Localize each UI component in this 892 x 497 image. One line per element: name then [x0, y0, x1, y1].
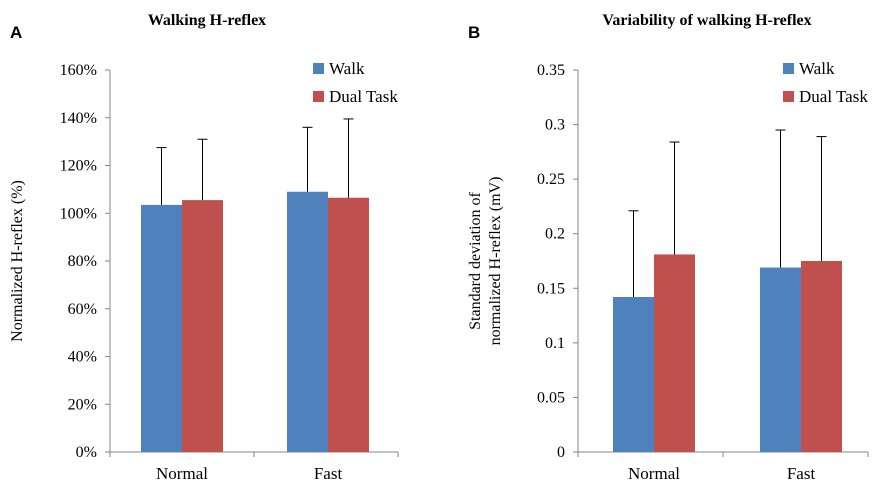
bar-dual-task-fast	[328, 197, 369, 452]
y-tick-label: 0.3	[545, 117, 565, 134]
bar-dual-task-normal	[654, 254, 695, 452]
bar-dual-task-normal	[182, 200, 223, 452]
y-tick-label: 0.25	[537, 171, 565, 188]
y-tick-label: 160%	[60, 62, 97, 79]
legend-swatch	[313, 63, 324, 74]
y-axis-label-line: Normalized H-reflex (%)	[9, 180, 26, 342]
x-category-label: Fast	[314, 464, 343, 483]
legend-label: Walk	[799, 59, 835, 78]
y-tick-label: 0.1	[545, 335, 565, 352]
legend-swatch	[783, 91, 794, 102]
y-axis-label-line: normalized H-reflex (mV)	[487, 177, 504, 346]
bar-walk-normal	[613, 297, 654, 452]
x-category-label: Normal	[156, 464, 208, 483]
legend-label: Dual Task	[799, 87, 868, 106]
legend-label: Walk	[329, 59, 365, 78]
chart-title: Walking H-reflex	[148, 12, 266, 29]
y-axis-label-line: Standard deviation of	[467, 191, 484, 329]
y-tick-label: 0.05	[537, 389, 565, 406]
chart-panel-a: A Walking H-reflex Normalized H-reflex (%)…	[9, 12, 399, 483]
y-tick-label: 100%	[60, 205, 97, 222]
y-tick-label: 0.35	[537, 62, 565, 79]
y-tick-label: 0%	[76, 444, 97, 461]
legend-swatch	[783, 63, 794, 74]
y-tick-label: 0	[557, 444, 565, 461]
x-category-label: Normal	[628, 464, 680, 483]
y-tick-label: 0.15	[537, 280, 565, 297]
bar-dual-task-fast	[801, 261, 842, 452]
y-tick-label: 120%	[60, 158, 97, 175]
y-tick-label: 60%	[68, 301, 97, 318]
y-tick-label: 0.2	[545, 226, 565, 243]
bar-walk-fast	[287, 191, 328, 452]
bar-walk-fast	[760, 267, 801, 452]
y-axis-label: Standard deviation of normalized H-reflex…	[467, 177, 504, 346]
y-tick-label: 20%	[68, 396, 97, 413]
bar-walk-normal	[141, 204, 182, 452]
legend-swatch	[313, 91, 324, 102]
y-tick-label: 140%	[60, 110, 97, 127]
chart-title: Variability of walking H-reflex	[602, 12, 811, 29]
panel-letter: B	[468, 23, 480, 42]
panel-letter: A	[10, 23, 22, 42]
legend-label: Dual Task	[329, 87, 398, 106]
chart-panel-b: B Variability of walking H-reflex Standard…	[467, 12, 869, 483]
x-category-label: Fast	[787, 464, 816, 483]
y-tick-label: 40%	[68, 349, 97, 366]
y-axis-label: Normalized H-reflex (%)	[9, 180, 26, 342]
y-tick-label: 80%	[68, 253, 97, 270]
